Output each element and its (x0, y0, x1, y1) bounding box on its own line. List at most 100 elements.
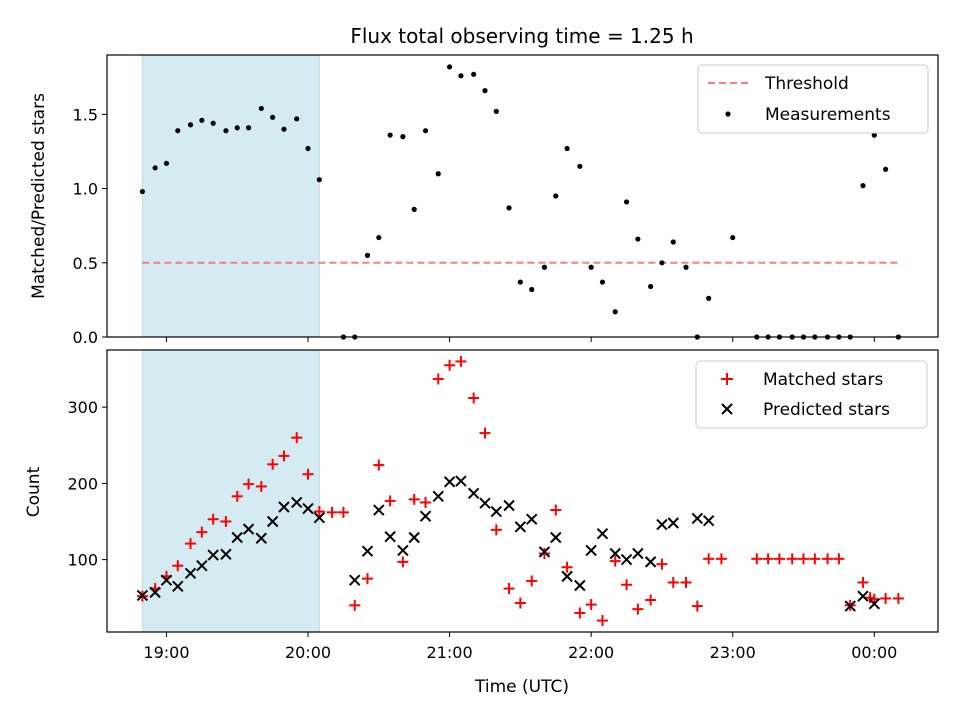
predicted-star-point (620, 553, 633, 566)
legend-matched-swatch (721, 373, 733, 385)
matched-star-point (751, 553, 763, 565)
legend-predicted-swatch (721, 403, 733, 415)
predicted-star-point (302, 502, 314, 515)
top-y-ticks: 0.0 0.5 1.0 1.5 (73, 105, 107, 347)
measurement-point (529, 286, 535, 293)
x-tick-label: 21:00 (427, 643, 473, 662)
predicted-star-point (656, 518, 668, 531)
matched-star-point (550, 504, 562, 516)
matched-star-point (207, 513, 219, 525)
top-y-axis-label: Matched/Predicted stars (29, 93, 49, 299)
predicted-star-point (432, 490, 444, 503)
measurement-point (199, 117, 205, 123)
legend-predicted-label: Predicted stars (763, 400, 890, 420)
matched-star-point (773, 553, 785, 565)
bottom-y-axis-label: Count (24, 466, 44, 517)
predicted-star-point (525, 513, 538, 525)
matched-star-point (302, 468, 314, 480)
measurement-point (506, 205, 512, 211)
predicted-star-point (691, 512, 704, 525)
matched-star-point (609, 555, 621, 567)
predicted-star-point (550, 531, 562, 544)
measurement-point (245, 125, 252, 131)
matched-star-point (243, 478, 255, 490)
measurement-point (281, 126, 287, 132)
matched-star-point (645, 594, 657, 606)
top-x-ticks (165, 337, 875, 342)
matched-star-point (880, 592, 892, 604)
matched-star-point (220, 515, 232, 527)
matched-star-point (420, 496, 432, 508)
matched-stars-points (136, 355, 904, 627)
matched-star-point (373, 459, 385, 471)
predicted-star-point (149, 586, 161, 599)
matched-star-point (538, 547, 550, 559)
legend-measurements-swatch (725, 111, 731, 117)
predicted-star-point (503, 499, 515, 512)
matched-star-point (313, 506, 325, 518)
predicted-star-point (844, 600, 856, 612)
matched-star-point (503, 583, 515, 595)
predicted-star-point (255, 532, 268, 544)
predicted-star-point (479, 497, 491, 509)
matched-star-point (479, 427, 491, 439)
matched-star-point (468, 392, 480, 404)
x-tick-label: 20:00 (285, 643, 331, 662)
predicted-star-point (514, 521, 527, 533)
predicted-star-point (384, 531, 396, 543)
predicted-star-point (490, 505, 503, 518)
x-axis-label: Time (UTC) (474, 677, 569, 697)
predicted-star-point (184, 567, 197, 580)
matched-star-point (255, 480, 267, 492)
predicted-star-point (290, 496, 303, 509)
predicted-star-point (408, 531, 420, 544)
measurement-point (659, 260, 665, 266)
measurement-point (435, 171, 441, 177)
top-legend: Threshold Measurements (697, 64, 929, 134)
x-tick-label: 19:00 (143, 643, 189, 662)
matched-star-point (526, 575, 538, 587)
predicted-star-point (397, 544, 409, 557)
matched-star-point (833, 553, 845, 565)
predicted-stars-points (136, 475, 881, 612)
x-tick-label: 22:00 (568, 643, 614, 662)
x-tick-label: 23:00 (710, 643, 756, 662)
predicted-star-point (220, 548, 232, 560)
matched-star-point (585, 599, 597, 611)
predicted-star-point (160, 574, 173, 586)
matched-star-point (656, 558, 668, 570)
measurement-point (493, 108, 499, 114)
predicted-star-point (644, 556, 657, 568)
matched-star-point (172, 560, 184, 572)
predicted-star-point (231, 531, 243, 544)
y-tick-label: 0.0 (73, 328, 98, 347)
measurement-point (294, 116, 300, 122)
y-tick-label: 1.5 (73, 105, 98, 124)
y-tick-label: 0.5 (73, 254, 98, 273)
matched-star-point (621, 579, 633, 591)
measurement-point (258, 105, 264, 112)
measurement-point (305, 145, 311, 152)
matched-star-point (278, 450, 290, 462)
matched-star-point (561, 561, 573, 573)
measurement-point (588, 264, 594, 270)
matched-star-point (267, 458, 279, 470)
measurement-point (553, 193, 559, 199)
measurement-point (599, 279, 606, 285)
matched-star-point (196, 526, 208, 538)
measurement-point (411, 206, 417, 212)
measurement-point (612, 309, 618, 315)
predicted-star-point (467, 487, 480, 499)
matched-star-point (680, 576, 692, 588)
measurement-point (316, 177, 322, 183)
matched-star-point (574, 607, 586, 619)
matched-star-point (822, 553, 834, 565)
predicted-star-point (585, 544, 597, 557)
measurement-point (871, 132, 877, 138)
matched-star-point (703, 553, 715, 565)
bottom-panel: 100 200 300 19:00 20:00 21:00 22:00 23:00 00:00… (24, 349, 939, 697)
top-panel: Flux total observing time = 1.25 h 0.00.… (29, 24, 939, 347)
matched-star-point (231, 490, 243, 502)
matched-star-point (490, 524, 502, 536)
shade-rect (141, 54, 320, 338)
